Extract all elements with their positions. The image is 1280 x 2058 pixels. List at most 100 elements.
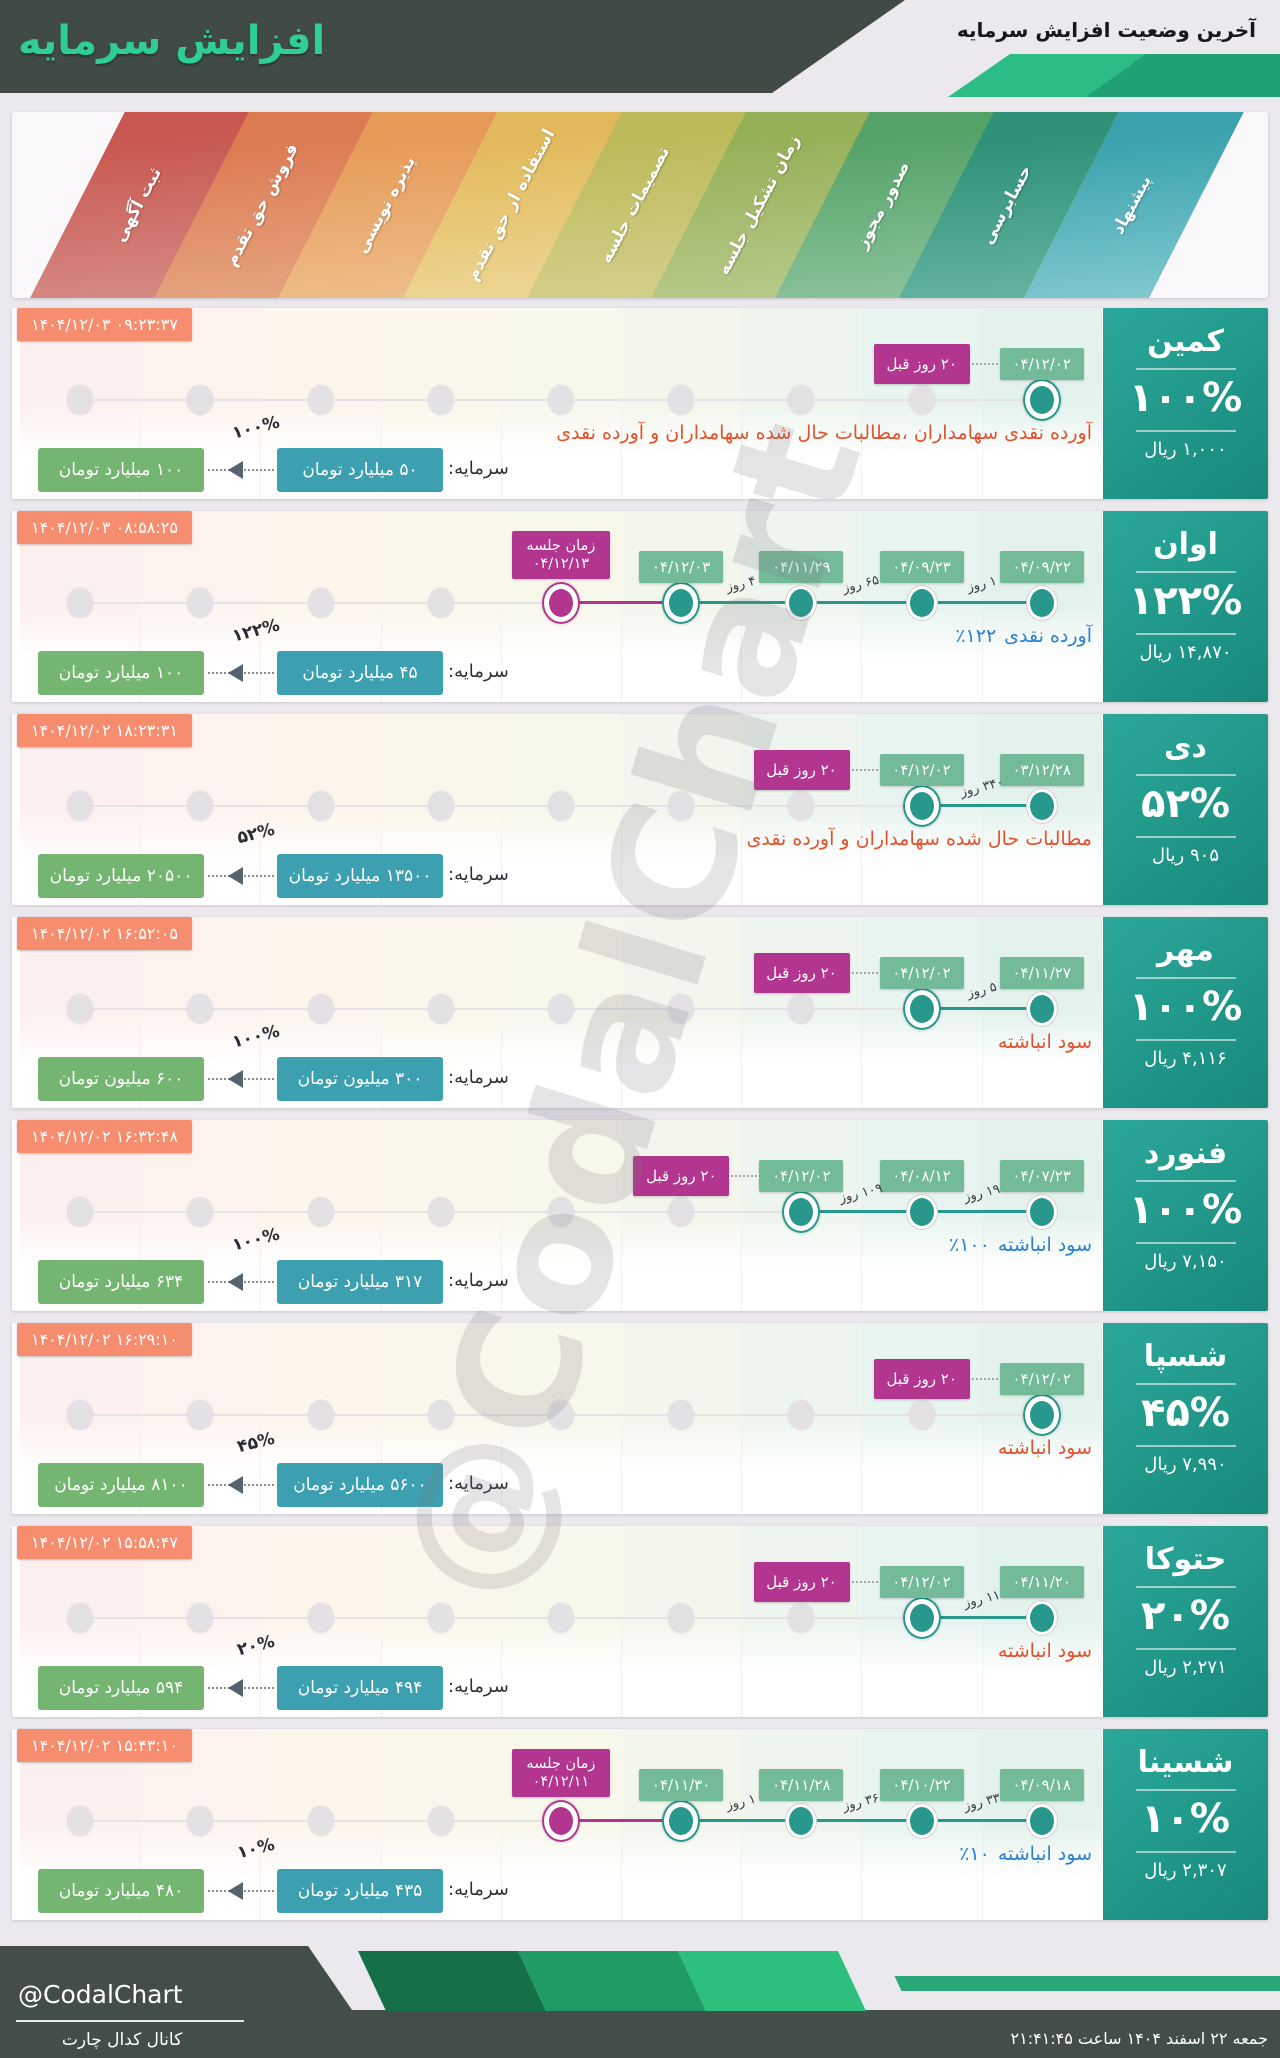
panel-divider	[1135, 1242, 1236, 1244]
share-price: ۹۰۵ ریال	[1151, 845, 1219, 866]
panel-divider	[1135, 1851, 1236, 1853]
dotted-connector	[731, 1175, 758, 1177]
report-timestamp-badge: ۱۴۰۴/۱۲/۰۲ ۱۵:۴۳:۱۰	[17, 1729, 192, 1762]
increase-source-text: سود انباشته	[998, 1640, 1092, 1662]
meeting-badge-title: زمان جلسه	[526, 538, 596, 554]
event-date-badge: ۰۴/۰۹/۱۸	[999, 1769, 1084, 1801]
event-date-badge: ۰۴/۱۲/۰۲	[759, 1160, 844, 1192]
stage-marker-pending	[67, 1806, 94, 1836]
stage-marker-pending	[788, 385, 815, 415]
stage-marker-done	[666, 586, 697, 620]
company-name: دی	[1164, 730, 1207, 765]
percent-value: ۵۲%	[1141, 781, 1230, 827]
company-panel: کمین ۱۰۰% ۱,۰۰۰ ریال	[1103, 308, 1268, 499]
panel-divider	[1135, 1648, 1236, 1650]
stage-marker-done	[906, 1601, 937, 1635]
stage-marker-pending	[187, 791, 214, 821]
stage-marker-pending	[307, 1400, 334, 1430]
stage-marker-done	[1026, 992, 1057, 1026]
panel-divider	[1135, 1789, 1236, 1791]
increase-source-text: ٪۱۲۲ آورده نقدی	[955, 625, 1092, 647]
stage-marker-done	[1026, 1398, 1057, 1432]
increase-percent-text: ٪۱۰۰	[949, 1234, 990, 1256]
increase-source-label: سود انباشته	[997, 1843, 1092, 1865]
report-datetime: جمعه ۲۲ اسفند ۱۴۰۴ ساعت ۲۱:۴۱:۴۵	[1010, 2029, 1269, 2048]
panel-divider	[1135, 368, 1236, 370]
increase-source-label: سود انباشته	[997, 1640, 1092, 1662]
company-card: ۰۴/۱۲/۰۲ ۰۴/۰۸/۱۲ ۰۴/۰۷/۲۳ ۲۰ روز قبل ۱۰۹ رو…	[12, 1120, 1268, 1311]
stage-marker-pending	[547, 1197, 574, 1227]
percent-value: ۱۰۰%	[1128, 375, 1243, 421]
stage-marker-pending	[187, 1197, 214, 1227]
page-title: افزایش سرمایه	[18, 18, 326, 64]
panel-divider	[1135, 571, 1236, 573]
company-panel: دی ۵۲% ۹۰۵ ریال	[1103, 714, 1268, 905]
arrow-left-icon	[228, 1273, 243, 1291]
stage-marker-done	[906, 1804, 937, 1838]
panel-divider	[1135, 633, 1236, 635]
stage-marker-pending	[668, 994, 695, 1024]
event-date-badge: ۰۴/۱۱/۲۸	[759, 1769, 844, 1801]
new-capital-badge: ۴۸۰ میلیارد تومان	[38, 1869, 204, 1913]
panel-divider	[1135, 1383, 1236, 1385]
increase-source-text: مطالبات حال شده سهامداران و آورده نقدی	[747, 828, 1092, 850]
panel-divider	[1135, 1039, 1236, 1041]
share-price: ۴,۱۱۶ ریال	[1144, 1048, 1227, 1069]
arrow-left-icon	[228, 1070, 243, 1088]
stages-banner: ثبت آگهی فروش حق تقدم پذیره نویسی استفاده ا…	[12, 112, 1268, 298]
stage-marker-pending	[187, 1806, 214, 1836]
stage-marker-pending	[908, 1400, 935, 1430]
stage-marker-done	[906, 992, 937, 1026]
new-capital-badge: ۲۰۵۰۰ میلیارد تومان	[38, 854, 204, 898]
percent-value: ۱۰۰%	[1128, 1187, 1243, 1233]
stage-marker-pending	[187, 1603, 214, 1633]
stage-marker-pending	[427, 1603, 454, 1633]
report-timestamp-badge: ۱۴۰۴/۱۲/۰۲ ۱۵:۵۸:۴۷	[17, 1526, 192, 1559]
days-ago-badge: ۲۰ روز قبل	[753, 953, 850, 993]
stage-marker-done	[906, 1195, 937, 1229]
days-ago-badge: ۲۰ روز قبل	[753, 1562, 850, 1602]
increase-source-text: آورده نقدی سهامداران ،مطالبات حال شده سه…	[556, 422, 1092, 444]
meeting-badge-title: زمان جلسه	[526, 1756, 596, 1772]
dotted-connector	[851, 1581, 878, 1583]
company-card: ۰۴/۱۲/۰۳ ۰۴/۱۱/۲۹ ۰۴/۰۹/۲۳ ۰۴/۰۹/۲۲ زمان جلس…	[12, 511, 1268, 702]
company-name: فنورد	[1143, 1136, 1228, 1171]
stage-marker-pending	[307, 1603, 334, 1633]
old-capital-badge: ۴۵ میلیارد تومان	[277, 651, 443, 695]
increase-percent-text: ٪۱۰	[959, 1843, 990, 1865]
capital-label: سرمایه:	[448, 661, 509, 682]
company-name: مهر	[1156, 933, 1215, 968]
stage-marker-pending	[427, 588, 454, 618]
company-panel: شسپا ۴۵% ۷,۹۹۰ ریال	[1103, 1323, 1268, 1514]
meeting-badge-date: ۰۴/۱۲/۱۱	[532, 1774, 590, 1790]
stage-marker-pending	[67, 791, 94, 821]
panel-divider	[1135, 1445, 1236, 1447]
channel-name: کانال کدال چارت	[61, 2030, 183, 2050]
company-panel: حتوکا ۲۰% ۲,۲۷۱ ریال	[1103, 1526, 1268, 1717]
timeline-progress	[921, 1007, 1042, 1010]
stage-marker-pending	[788, 791, 815, 821]
percent-value: ۱۲۲%	[1128, 578, 1243, 624]
new-capital-badge: ۱۰۰ میلیارد تومان	[38, 448, 204, 492]
increase-source-label: مطالبات حال شده سهامداران و آورده نقدی	[746, 828, 1092, 850]
panel-divider	[1135, 1586, 1236, 1588]
stage-marker-pending	[547, 1603, 574, 1633]
capital-label: سرمایه:	[448, 1473, 509, 1494]
report-timestamp-badge: ۱۴۰۴/۱۲/۰۳ ۰۸:۵۸:۲۵	[17, 511, 192, 544]
dotted-connector	[851, 972, 878, 974]
footer-accent-shape	[518, 1951, 706, 2011]
days-ago-badge: ۲۰ روز قبل	[753, 750, 850, 790]
share-price: ۲,۳۰۷ ریال	[1144, 1860, 1227, 1881]
arrow-left-icon	[228, 1882, 243, 1900]
company-name: اوان	[1153, 527, 1218, 562]
percent-value: ۱۰%	[1141, 1796, 1230, 1842]
stage-marker-done	[1026, 383, 1057, 417]
new-capital-badge: ۶۰۰ میلیون تومان	[38, 1057, 204, 1101]
stage-marker-done	[1026, 1601, 1057, 1635]
company-name: حتوکا	[1144, 1542, 1227, 1577]
stage-marker-pending	[67, 1197, 94, 1227]
event-date-badge: ۰۴/۱۱/۳۰	[639, 1769, 724, 1801]
days-ago-badge: ۲۰ روز قبل	[633, 1156, 730, 1196]
company-panel: اوان ۱۲۲% ۱۴,۸۷۰ ریال	[1103, 511, 1268, 702]
